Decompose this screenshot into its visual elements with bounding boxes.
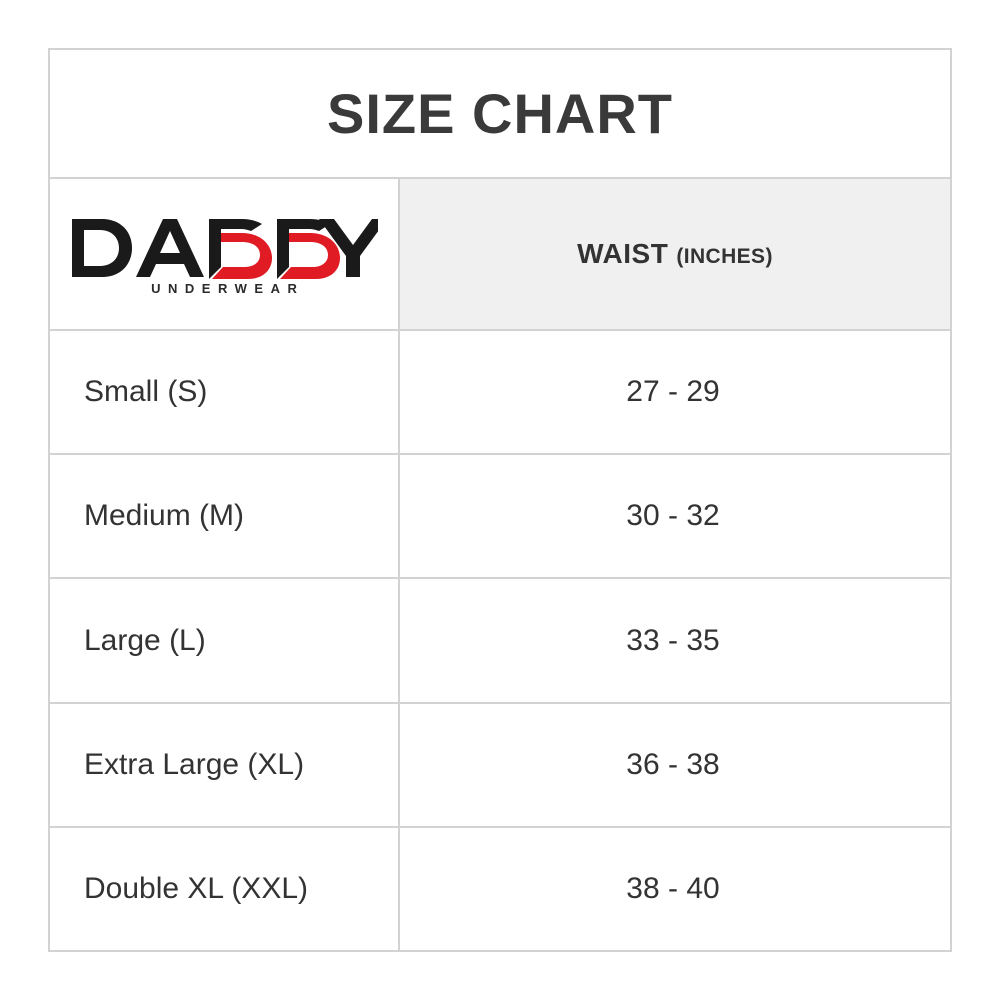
table-row: Medium (M) 30 - 32 — [50, 455, 950, 580]
size-label: Extra Large (XL) — [84, 747, 305, 781]
size-cell: Small (S) — [50, 331, 400, 454]
table-header-row: UNDERWEAR WAIST (INCHES) — [50, 179, 950, 331]
waist-value: 33 - 35 — [626, 623, 720, 657]
size-label: Medium (M) — [84, 499, 245, 533]
waist-column-header: WAIST (INCHES) — [577, 238, 773, 270]
size-cell: Large (L) — [50, 579, 400, 702]
brand-tagline: UNDERWEAR — [151, 281, 305, 296]
waist-cell: 30 - 32 — [400, 455, 950, 577]
size-chart-table: SIZE CHART — [48, 48, 952, 952]
table-row: Small (S) 27 - 29 — [50, 331, 950, 456]
waist-cell: 27 - 29 — [400, 331, 950, 453]
table-row: Double XL (XXL) 38 - 40 — [50, 827, 950, 951]
waist-value: 36 - 38 — [626, 747, 720, 781]
brand-logo-cell: UNDERWEAR — [50, 179, 400, 329]
waist-value: 38 - 40 — [626, 871, 720, 905]
page-title: SIZE CHART — [327, 81, 673, 145]
size-cell: Extra Large (XL) — [50, 703, 400, 826]
size-label: Double XL (XXL) — [84, 871, 309, 905]
brand-logo: UNDERWEAR — [70, 217, 378, 295]
waist-cell: 36 - 38 — [400, 704, 950, 826]
waist-header-cell: WAIST (INCHES) — [400, 179, 950, 329]
table-row: Extra Large (XL) 36 - 38 — [50, 703, 950, 828]
waist-cell: 33 - 35 — [400, 579, 950, 701]
daddy-underwear-logo-icon — [72, 219, 378, 279]
size-cell: Medium (M) — [50, 455, 400, 578]
title-row: SIZE CHART — [50, 50, 950, 179]
size-label: Small (S) — [84, 375, 208, 409]
waist-value: 27 - 29 — [626, 375, 720, 409]
size-cell: Double XL (XXL) — [50, 827, 400, 951]
table-row: Large (L) 33 - 35 — [50, 579, 950, 704]
waist-header-unit: (INCHES) — [676, 245, 773, 268]
waist-cell: 38 - 40 — [400, 828, 950, 950]
size-label: Large (L) — [84, 623, 206, 657]
waist-value: 30 - 32 — [626, 499, 720, 533]
waist-header-label: WAIST — [577, 238, 669, 269]
